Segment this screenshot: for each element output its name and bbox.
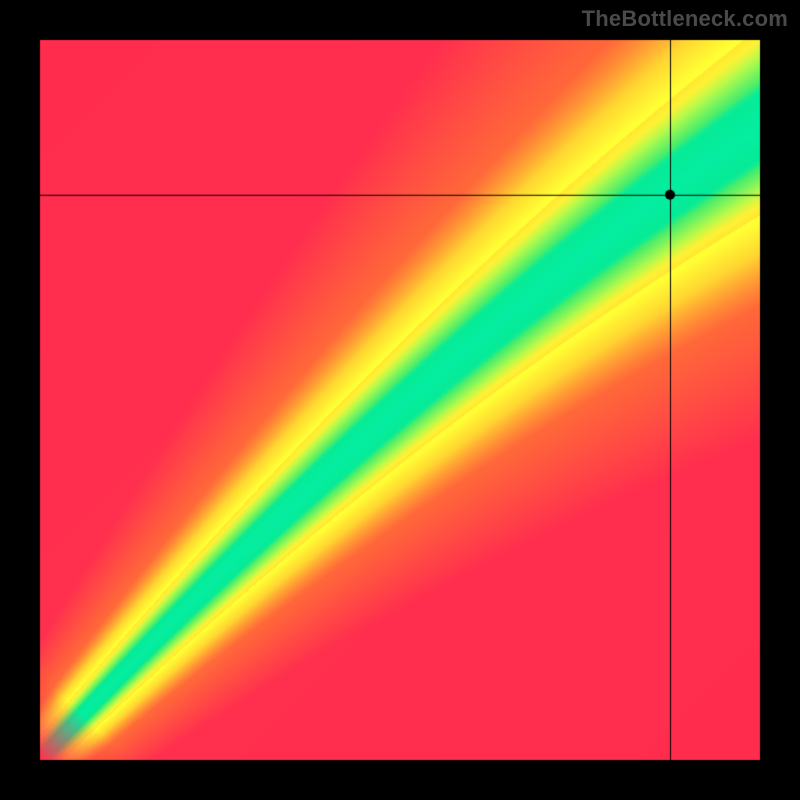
watermark-text: TheBottleneck.com xyxy=(582,6,788,32)
chart-container: TheBottleneck.com xyxy=(0,0,800,800)
bottleneck-heatmap xyxy=(0,0,800,800)
